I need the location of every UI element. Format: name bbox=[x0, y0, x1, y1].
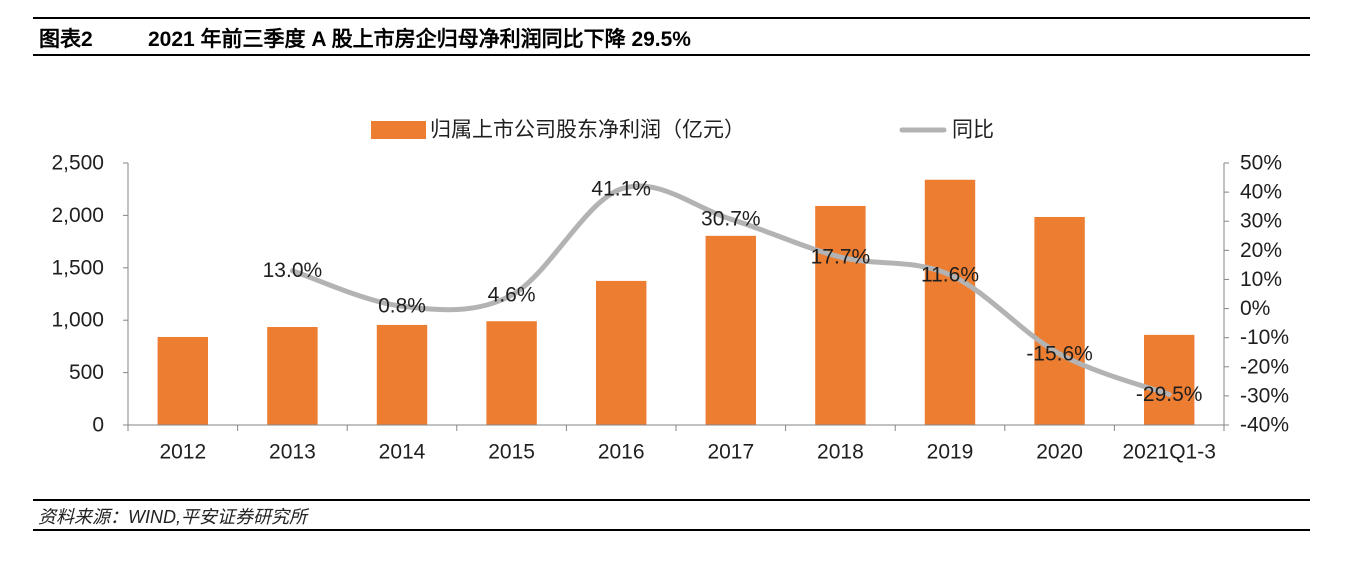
title-rule bbox=[33, 54, 1310, 56]
yoy-data-label-2016: 41.1% bbox=[591, 177, 651, 200]
y-left-tick-label-4: 2,000 bbox=[51, 204, 104, 227]
yoy-series bbox=[289, 183, 1172, 397]
yoy-data-label-2019: 11.6% bbox=[921, 263, 979, 286]
yoy-data-label-2015: 4.6% bbox=[488, 284, 536, 307]
legend-bar-label: 归属上市公司股东净利润（亿元） bbox=[430, 119, 745, 142]
bar-series bbox=[157, 179, 1195, 425]
bar-2020 bbox=[1034, 216, 1085, 425]
x-tick-label-2014: 2014 bbox=[379, 441, 426, 464]
y-right-tick-label-5: 10% bbox=[1240, 268, 1282, 291]
x-tick-label-2021q1-3: 2021Q1-3 bbox=[1122, 441, 1215, 464]
yoy-data-label-2018: 17.7% bbox=[811, 246, 871, 269]
yoy-data-label-2013: 13.0% bbox=[263, 259, 323, 282]
y-right-tick-label-7: 30% bbox=[1240, 210, 1282, 233]
y-left-tick-label-5: 2,500 bbox=[51, 152, 104, 175]
y-right-tick-label-8: 40% bbox=[1240, 181, 1282, 204]
bar-2015 bbox=[486, 321, 537, 425]
y-right-tick-label-6: 20% bbox=[1240, 239, 1282, 262]
data-labels: 13.0% 0.8% 4.6% 41.1% 30.7% 17.7% 11.6% -15.6% -… bbox=[263, 177, 1203, 406]
yoy-data-label-2020: -15.6% bbox=[1026, 342, 1093, 365]
bar-2013 bbox=[267, 327, 318, 425]
figure-header: 图表2 2021 年前三季度 A 股上市房企归母净利润同比下降 29.5% bbox=[0, 26, 1352, 54]
source-note: 资料来源：WIND,平安证券研究所 bbox=[38, 507, 307, 527]
x-tick-label-2019: 2019 bbox=[927, 441, 974, 464]
x-tick-label-2017: 2017 bbox=[707, 441, 754, 464]
yoy-data-label-2017: 30.7% bbox=[701, 208, 761, 231]
bar-2012 bbox=[157, 336, 209, 425]
axes: 0 500 1,000 1,500 2,000 2,500 -40% -30% -20% -10%… bbox=[51, 152, 1289, 464]
y-right-tick-label-0: -40% bbox=[1240, 414, 1289, 437]
bar-2014 bbox=[376, 324, 428, 425]
figure-label: 图表2 bbox=[39, 28, 93, 51]
legend-bar-swatch bbox=[371, 121, 426, 139]
bar-2017 bbox=[705, 235, 757, 425]
y-right-tick-label-4: 0% bbox=[1240, 297, 1270, 320]
legend: 归属上市公司股东净利润（亿元） 同比 bbox=[371, 119, 994, 142]
bar-2016 bbox=[595, 280, 647, 425]
y-right-tick-label-9: 50% bbox=[1240, 152, 1282, 175]
bar-2021q1-3 bbox=[1143, 334, 1195, 425]
top-rule bbox=[33, 17, 1310, 19]
y-left-tick-label-1: 500 bbox=[69, 361, 104, 384]
y-left-tick-label-3: 1,500 bbox=[51, 256, 104, 279]
y-right-tick-label-2: -20% bbox=[1240, 355, 1289, 378]
footer-top-rule bbox=[33, 499, 1310, 501]
yoy-data-label-2021q1-3: -29.5% bbox=[1136, 383, 1203, 406]
legend-line-label: 同比 bbox=[952, 119, 994, 142]
chart: 归属上市公司股东净利润（亿元） 同比 0 500 1,000 1,500 2,000 2,… bbox=[51, 119, 1289, 464]
yoy-data-label-2014: 0.8% bbox=[378, 295, 426, 318]
bar-2018 bbox=[815, 205, 866, 425]
x-tick-label-2013: 2013 bbox=[269, 441, 316, 464]
yoy-line bbox=[289, 183, 1172, 397]
x-tick-label-2018: 2018 bbox=[817, 441, 864, 464]
y-left-tick-label-0: 0 bbox=[92, 414, 104, 437]
footer-bottom-rule bbox=[33, 529, 1310, 531]
y-right-tick-label-3: -10% bbox=[1240, 326, 1289, 349]
bar-2019 bbox=[924, 179, 976, 425]
x-tick-label-2015: 2015 bbox=[488, 441, 535, 464]
figure-title: 2021 年前三季度 A 股上市房企归母净利润同比下降 29.5% bbox=[148, 28, 691, 51]
x-tick-label-2020: 2020 bbox=[1036, 441, 1083, 464]
x-tick-label-2016: 2016 bbox=[598, 441, 645, 464]
y-right-tick-label-1: -30% bbox=[1240, 384, 1289, 407]
y-left-tick-label-2: 1,000 bbox=[51, 309, 104, 332]
x-tick-label-2012: 2012 bbox=[159, 441, 206, 464]
